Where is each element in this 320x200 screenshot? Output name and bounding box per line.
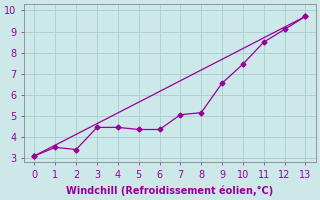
X-axis label: Windchill (Refroidissement éolien,°C): Windchill (Refroidissement éolien,°C): [66, 185, 274, 196]
